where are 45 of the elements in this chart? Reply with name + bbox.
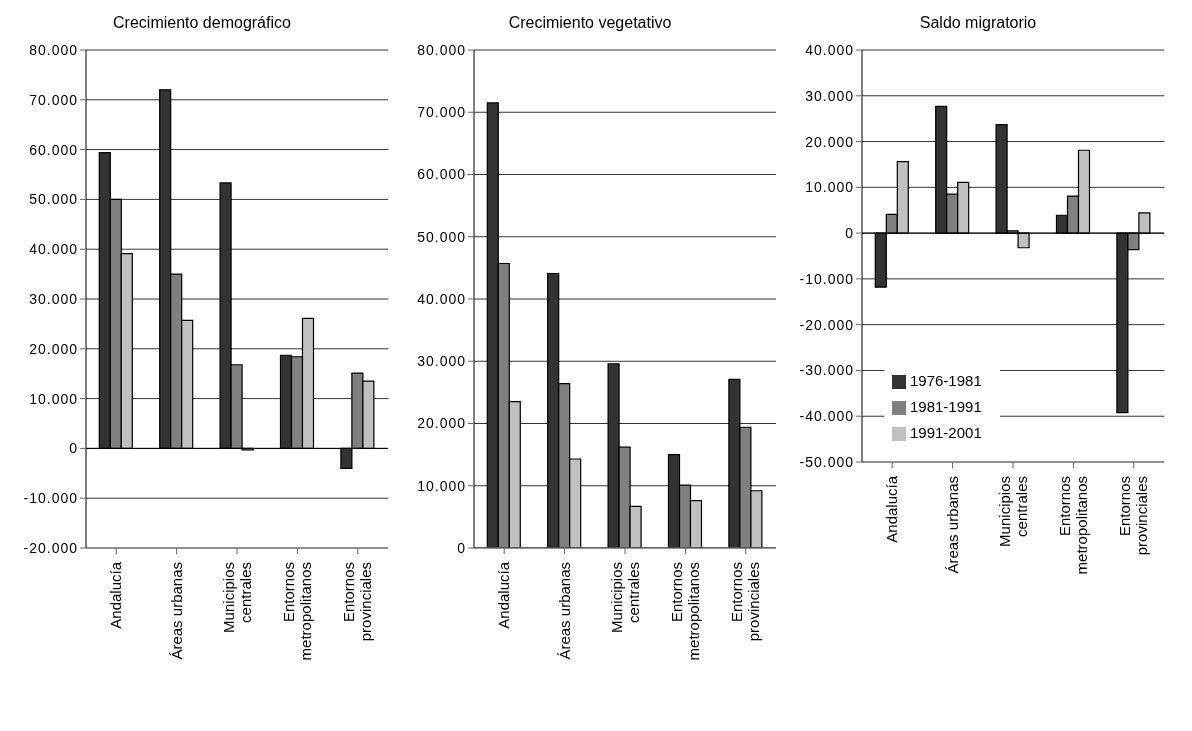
y-tick-label: 0 [457,539,466,556]
x-tick-label: Andalucía [495,561,513,629]
y-tick-label: 10.000 [805,179,854,196]
y-tick-label: 60.000 [29,141,78,158]
y-tick-label: -50.000 [799,453,854,470]
y-tick-label: 10.000 [417,477,466,494]
y-tick-label: -10.000 [799,270,854,287]
chart-title: Crecimiento vegetativo [507,14,673,33]
y-tick-label: 40.000 [417,290,466,307]
y-tick-label: 50.000 [417,228,466,245]
x-tick-label: Áreas urbanas [167,562,185,660]
y-tick-label: 80.000 [417,41,466,58]
y-tick-label: -10.000 [23,490,78,507]
y-tick-label: -40.000 [799,408,854,425]
y-tick-label: 0 [69,440,78,457]
legend-label: 1976-1981 [910,372,982,389]
x-tick-label: Andalucía [107,561,125,629]
chart-title: Crecimiento demográfico [112,14,292,33]
y-tick-label: 0 [845,225,854,242]
y-tick-label: 30.000 [417,353,466,370]
x-tick-label: Áreas urbanas [555,562,573,660]
x-tick-label: Municipios centrales [219,562,254,633]
y-tick-label: 50.000 [29,191,78,208]
y-tick-label: 70.000 [29,91,78,108]
x-tick-label: Áreas urbanas [943,476,961,574]
y-tick-label: 40.000 [805,41,854,58]
x-tick-label: Andalucía [883,475,901,543]
y-tick-label: 20.000 [417,415,466,432]
y-tick-label: -30.000 [799,362,854,379]
y-tick-label: 20.000 [29,340,78,357]
chart-title: Saldo migratorio [918,14,1038,33]
y-tick-label: -20.000 [799,316,854,333]
y-tick-label: 30.000 [29,290,78,307]
x-tick-label: Municipios centrales [607,562,642,633]
y-tick-label: 20.000 [805,133,854,150]
y-tick-label: 10.000 [29,390,78,407]
y-tick-label: -20.000 [23,539,78,556]
legend-label: 1981-1991 [910,398,982,415]
y-tick-label: 40.000 [29,241,78,258]
y-tick-label: 60.000 [417,166,466,183]
y-tick-label: 80.000 [29,41,78,58]
y-tick-label: 70.000 [417,104,466,121]
x-tick-label: Municipios centrales [995,476,1030,547]
legend-label: 1991-2001 [910,424,982,441]
y-tick-label: 30.000 [805,87,854,104]
